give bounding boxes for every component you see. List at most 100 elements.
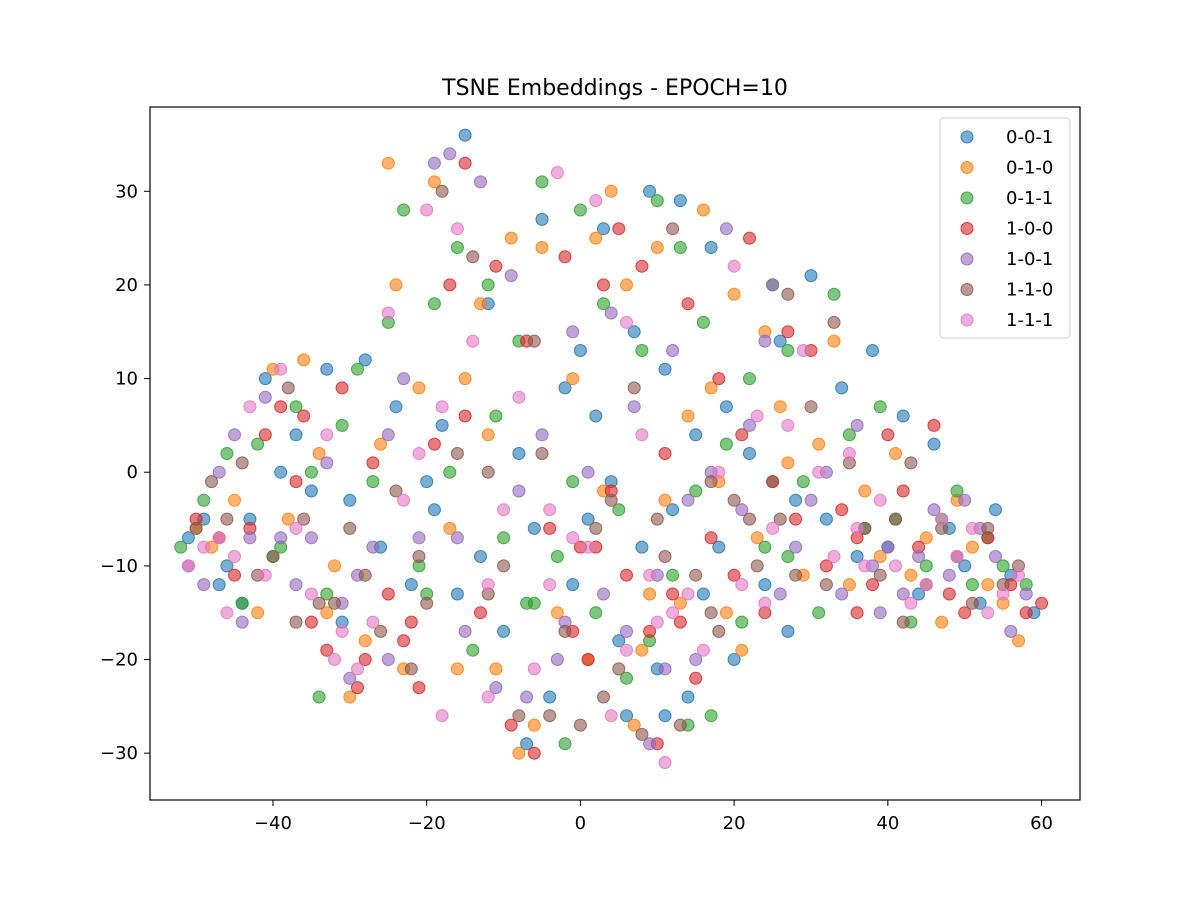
scatter-point-1-1-0 xyxy=(389,484,403,498)
scatter-point-0-1-1 xyxy=(312,690,326,704)
scatter-point-1-0-0 xyxy=(320,643,334,657)
scatter-point-1-0-0 xyxy=(927,418,941,432)
scatter-point-0-1-1 xyxy=(366,475,380,489)
scatter-point-1-0-0 xyxy=(658,447,672,460)
scatter-point-0-1-1 xyxy=(758,540,772,554)
scatter-point-1-1-1 xyxy=(228,550,241,563)
scatter-point-0-1-1 xyxy=(304,465,318,479)
scatter-point-0-1-1 xyxy=(520,596,534,610)
scatter-point-1-1-1 xyxy=(304,587,318,601)
scatter-point-0-1-0 xyxy=(527,718,541,732)
scatter-point-1-0-0 xyxy=(427,437,441,451)
scatter-point-1-1-1 xyxy=(512,390,526,404)
legend-label: 1-1-1 xyxy=(1006,310,1053,331)
scatter-point-0-1-1 xyxy=(919,559,933,573)
scatter-point-0-0-1 xyxy=(389,400,403,414)
scatter-point-1-0-0 xyxy=(819,559,833,573)
scatter-point-0-1-1 xyxy=(535,175,549,189)
scatter-point-1-1-0 xyxy=(235,456,249,470)
scatter-point-1-1-1 xyxy=(450,222,464,236)
scatter-point-0-1-1 xyxy=(450,241,464,254)
scatter-point-0-0-1 xyxy=(912,587,926,601)
scatter-point-1-1-0 xyxy=(712,624,726,638)
scatter-point-1-1-0 xyxy=(627,381,641,395)
scatter-point-0-0-1 xyxy=(527,521,541,535)
scatter-point-0-0-1 xyxy=(989,503,1002,517)
scatter-point-1-1-0 xyxy=(804,400,818,414)
scatter-point-1-0-1 xyxy=(450,531,464,545)
x-axis: −40 −20 0 20 40 60 xyxy=(254,800,1053,834)
legend-marker xyxy=(960,130,974,144)
scatter-point-0-1-1 xyxy=(597,297,610,311)
scatter-point-1-0-0 xyxy=(612,222,626,236)
scatter-point-0-1-0 xyxy=(750,531,764,545)
scatter-point-0-1-1 xyxy=(174,540,188,554)
scatter-point-1-1-1 xyxy=(435,400,449,414)
scatter-point-1-0-1 xyxy=(504,269,518,283)
scatter-point-1-1-1 xyxy=(589,194,603,208)
scatter-point-1-1-1 xyxy=(889,559,902,573)
scatter-point-1-0-1 xyxy=(412,531,426,545)
scatter-point-1-1-1 xyxy=(650,615,664,629)
scatter-point-0-1-0 xyxy=(443,521,457,535)
scatter-point-1-0-0 xyxy=(850,606,864,620)
scatter-point-1-1-0 xyxy=(589,521,603,535)
scatter-point-0-1-1 xyxy=(235,596,249,610)
legend-label: 0-0-1 xyxy=(1006,127,1053,148)
scatter-point-1-0-1 xyxy=(520,690,534,704)
scatter-point-1-0-1 xyxy=(597,587,610,601)
legend-marker xyxy=(960,222,974,235)
scatter-point-1-0-0 xyxy=(781,325,795,339)
scatter-point-0-0-1 xyxy=(658,362,672,376)
scatter-point-1-1-0 xyxy=(673,718,687,732)
scatter-point-0-1-1 xyxy=(873,400,887,414)
scatter-point-0-1-1 xyxy=(197,493,211,507)
scatter-point-1-1-0 xyxy=(535,447,549,460)
scatter-point-1-0-1 xyxy=(535,428,549,442)
scatter-point-0-1-1 xyxy=(612,503,626,517)
y-tick-label: 20 xyxy=(115,275,138,296)
scatter-point-1-0-0 xyxy=(397,634,411,648)
scatter-point-1-1-1 xyxy=(581,540,595,554)
scatter-point-1-1-0 xyxy=(281,381,295,395)
scatter-point-1-1-0 xyxy=(896,615,910,629)
scatter-point-0-1-1 xyxy=(251,437,265,451)
scatter-point-1-0-1 xyxy=(550,653,564,666)
scatter-point-0-1-0 xyxy=(228,493,241,507)
scatter-point-0-1-0 xyxy=(281,512,295,526)
scatter-point-0-0-1 xyxy=(758,578,772,592)
scatter-point-0-0-1 xyxy=(789,493,803,507)
scatter-point-1-0-1 xyxy=(381,653,395,666)
scatter-point-1-1-1 xyxy=(712,465,726,479)
scatter-point-1-0-1 xyxy=(896,587,910,601)
scatter-point-1-1-1 xyxy=(950,550,964,563)
scatter-point-1-0-1 xyxy=(643,737,657,751)
scatter-point-1-0-0 xyxy=(458,409,472,423)
scatter-point-1-1-0 xyxy=(289,615,303,629)
scatter-point-1-1-1 xyxy=(696,643,710,657)
scatter-point-0-0-1 xyxy=(727,653,741,666)
scatter-point-1-1-0 xyxy=(597,690,610,704)
scatter-point-0-1-1 xyxy=(781,344,795,357)
scatter-point-1-1-1 xyxy=(750,409,764,423)
scatter-point-1-0-1 xyxy=(773,587,787,601)
scatter-point-1-1-0 xyxy=(873,568,887,582)
scatter-point-1-0-1 xyxy=(766,278,780,292)
scatter-point-1-0-0 xyxy=(635,259,649,273)
scatter-point-0-0-1 xyxy=(627,325,641,339)
scatter-point-1-1-1 xyxy=(351,662,364,676)
legend-box xyxy=(939,117,1071,339)
scatter-point-1-1-1 xyxy=(681,587,695,601)
scatter-point-1-1-1 xyxy=(827,550,841,563)
scatter-point-1-0-0 xyxy=(704,531,718,545)
scatter-point-1-0-0 xyxy=(689,671,703,685)
scatter-point-0-1-1 xyxy=(689,484,703,498)
scatter-point-0-0-1 xyxy=(681,690,695,704)
scatter-point-1-0-1 xyxy=(304,531,318,545)
scatter-point-1-1-0 xyxy=(328,596,341,610)
scatter-point-1-1-1 xyxy=(604,709,618,723)
scatter-point-0-1-1 xyxy=(796,475,810,489)
scatter-point-1-1-0 xyxy=(558,624,572,638)
scatter-point-0-1-0 xyxy=(1012,634,1025,648)
scatter-point-0-1-1 xyxy=(812,606,826,620)
